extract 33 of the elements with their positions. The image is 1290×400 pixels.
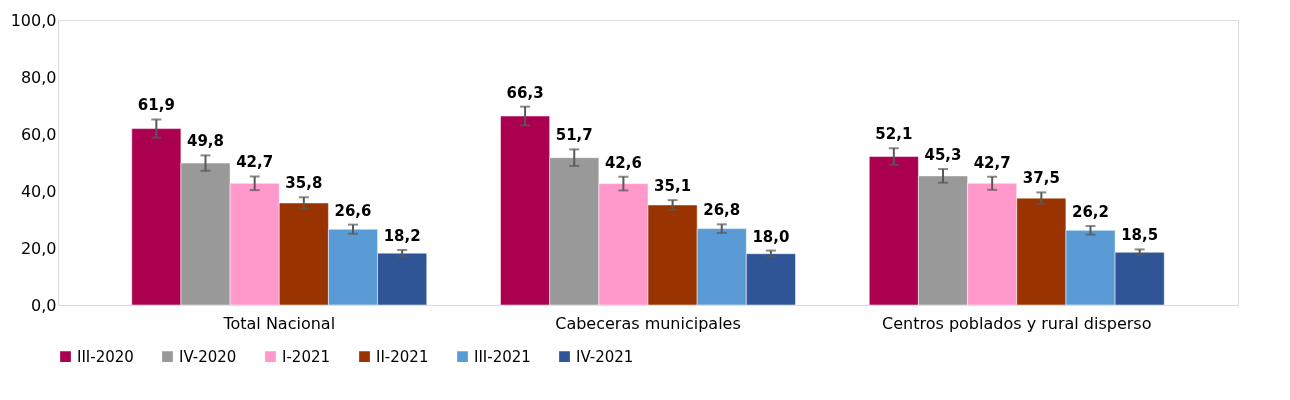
data-label: 37,5 bbox=[1022, 169, 1060, 188]
x-tick-label: Cabeceras municipales bbox=[555, 313, 741, 333]
data-label: 52,1 bbox=[875, 125, 913, 144]
y-tick-label: 20,0 bbox=[20, 238, 57, 258]
data-label: 45,3 bbox=[924, 146, 962, 165]
y-tick-label: 40,0 bbox=[20, 181, 57, 201]
data-label: 61,9 bbox=[137, 96, 175, 115]
legend-label: IV-2020 bbox=[179, 347, 237, 366]
y-tick-label: 0,0 bbox=[31, 295, 57, 315]
legend-label: I-2021 bbox=[282, 347, 331, 366]
data-label: 42,6 bbox=[604, 153, 642, 172]
legend-label: III-2021 bbox=[474, 347, 531, 366]
data-label: 42,7 bbox=[236, 153, 274, 172]
data-label: 26,8 bbox=[703, 201, 741, 220]
data-label: 35,8 bbox=[285, 174, 323, 193]
legend-label: II-2021 bbox=[376, 347, 429, 366]
y-tick-label: 100,0 bbox=[10, 10, 57, 30]
x-tick-label: Total Nacional bbox=[222, 313, 336, 333]
legend-label: IV-2021 bbox=[576, 347, 634, 366]
data-label: 18,2 bbox=[383, 226, 421, 245]
x-tick-label: Centros poblados y rural disperso bbox=[882, 313, 1152, 333]
data-label: 26,2 bbox=[1071, 203, 1110, 222]
y-tick-label: 60,0 bbox=[20, 124, 57, 144]
data-label: 18,0 bbox=[752, 227, 790, 246]
legend-label: III-2020 bbox=[77, 347, 134, 366]
data-label: 51,7 bbox=[555, 126, 593, 145]
data-label: 49,8 bbox=[186, 132, 225, 151]
data-label: 35,1 bbox=[654, 177, 692, 196]
y-tick-label: 80,0 bbox=[20, 67, 57, 87]
data-label: 18,5 bbox=[1121, 226, 1159, 245]
data-label: 42,7 bbox=[973, 153, 1011, 172]
data-label: 26,6 bbox=[334, 201, 372, 220]
data-label: 66,3 bbox=[506, 83, 544, 102]
